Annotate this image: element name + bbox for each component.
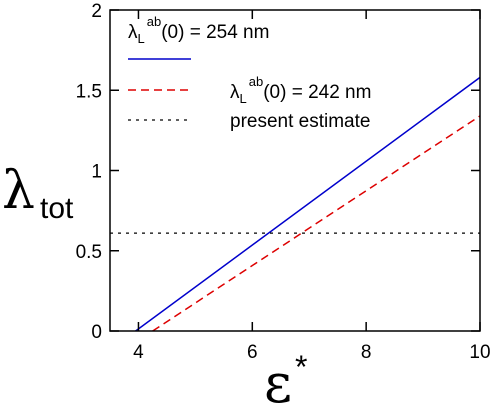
legend-entry-present-estimate: present estimate [128, 111, 370, 132]
y-tick-label: 0.5 [76, 242, 102, 263]
legend: λLab(0) = 254 nm λLab(0) = 242 nm presen… [128, 14, 371, 132]
x-tick-label: 4 [133, 342, 144, 363]
x-axis-label-superscript: * [295, 349, 307, 385]
legend-label-254nm: λLab(0) = 254 nm [128, 14, 269, 46]
x-axis-label: ε * [264, 349, 307, 408]
plot-area [110, 76, 480, 331]
legend-entry-254nm: λLab(0) = 254 nm [128, 14, 269, 60]
y-tick-label: 1.5 [76, 81, 102, 102]
legend-label-present-estimate: present estimate [230, 111, 370, 132]
x-tick-label: 8 [361, 342, 372, 363]
series-line-242nm [152, 115, 480, 331]
y-tick-label: 1 [91, 162, 102, 183]
legend-label-242nm: λLab(0) = 242 nm [230, 74, 371, 106]
axes-frame [109, 9, 481, 332]
x-axis-label-symbol: ε [264, 352, 292, 408]
legend-entry-242nm: λLab(0) = 242 nm [128, 74, 371, 106]
x-tick-label: 10 [469, 342, 490, 363]
x-tick-label: 6 [247, 342, 258, 363]
tick-group: 4 6 8 10 0 0.5 1 1.5 2 [76, 1, 490, 363]
y-axis-label-symbol: λ [2, 161, 35, 221]
y-tick-label: 0 [91, 322, 102, 343]
y-tick-label: 2 [91, 1, 102, 22]
y-axis-label-subscript: tot [40, 192, 74, 225]
y-axis-label: λ tot [2, 161, 74, 225]
series-line-254nm [135, 76, 480, 331]
